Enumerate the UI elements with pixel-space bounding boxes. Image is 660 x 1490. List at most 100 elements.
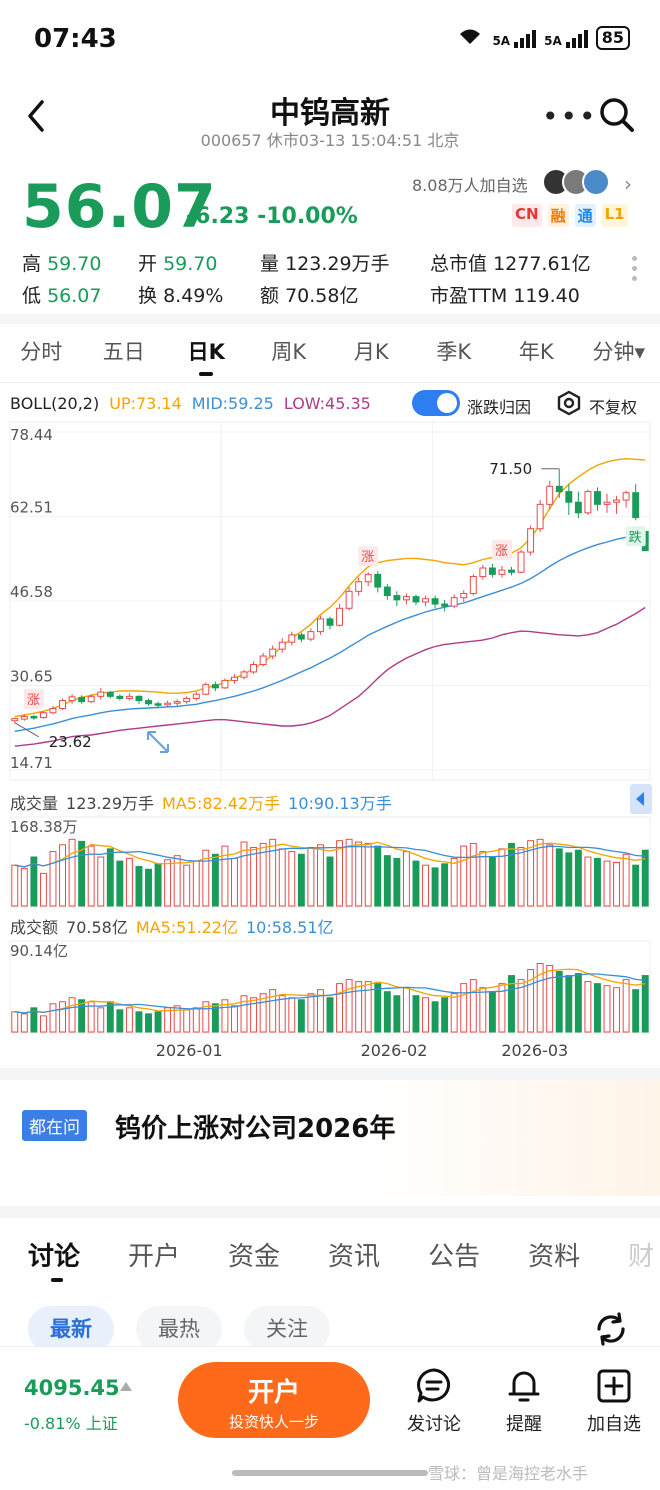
tab-discussion[interactable]: 讨论 <box>28 1242 81 1272</box>
candle-body <box>39 712 47 719</box>
tab-announcements[interactable]: 公告 <box>428 1242 481 1272</box>
candle-body <box>584 491 592 514</box>
x-tick-label: 2026-02 <box>361 1041 428 1060</box>
candle-body <box>536 503 544 530</box>
alert-label: 提醒 <box>506 1414 542 1435</box>
tab-funds[interactable]: 资金 <box>228 1242 281 1272</box>
candle-body <box>307 631 315 640</box>
tab-open-account[interactable]: 开户 <box>128 1242 181 1272</box>
tag-connect: 通 <box>574 204 596 227</box>
volume-bar <box>355 841 363 907</box>
tab-intraday[interactable]: 分时 <box>20 340 63 364</box>
volume-bar <box>250 997 258 1033</box>
candle-body <box>202 684 210 695</box>
boll-lower-line <box>14 606 646 747</box>
open-account-button[interactable]: 开户 投资快人一步 <box>178 1362 370 1438</box>
volume-chart[interactable]: 168.38万 <box>0 816 660 908</box>
filter-following[interactable]: 关注 <box>244 1306 330 1352</box>
search-icon[interactable] <box>598 96 636 134</box>
volume-bar <box>49 1003 57 1033</box>
attribution-toggle[interactable] <box>412 390 460 416</box>
volume-bar <box>87 845 95 907</box>
refresh-icon[interactable] <box>592 1310 630 1348</box>
candle-body <box>422 598 429 603</box>
volume-bar <box>488 991 496 1033</box>
avatar <box>582 168 610 196</box>
volume-bar <box>297 853 305 907</box>
volume-ma5: MA5:82.42万手 <box>162 794 281 813</box>
volume-bar <box>402 851 410 907</box>
tab-news[interactable]: 资讯 <box>328 1242 381 1272</box>
volume-bar <box>221 845 229 907</box>
tab-minute[interactable]: 分钟▾ <box>592 340 646 364</box>
alert-button[interactable]: 提醒 <box>484 1366 564 1436</box>
avatar-group[interactable] <box>542 168 610 196</box>
tab-yearly-k[interactable]: 年K <box>518 340 554 364</box>
filter-latest[interactable]: 最新 <box>28 1306 114 1352</box>
tab-weekly-k[interactable]: 周K <box>271 340 307 364</box>
boll-up-value: UP:73.14 <box>109 394 182 413</box>
index-value[interactable]: 4095.45 <box>24 1376 120 1400</box>
watchers-count[interactable]: 8.08万人加自选 <box>412 176 528 195</box>
rise-attribution-tag: 涨 <box>27 693 40 708</box>
expand-chart-icon[interactable] <box>147 731 169 753</box>
adjust-label[interactable]: 不复权 <box>589 398 638 417</box>
expand-dots-icon[interactable] <box>632 256 638 286</box>
volume-bar <box>374 845 382 907</box>
candle-body <box>211 684 219 689</box>
volume-bar <box>517 846 525 907</box>
volume-bar <box>632 989 640 1033</box>
add-watchlist-button[interactable]: 加自选 <box>574 1366 654 1436</box>
indicator-row[interactable]: BOLL(20,2) UP:73.14 MID:59.25 LOW:45.35 <box>10 394 371 413</box>
tab-monthly-k[interactable]: 月K <box>353 340 389 364</box>
candle-body <box>546 485 554 505</box>
question-banner[interactable] <box>0 1080 660 1196</box>
amount-ma10: 10:58.51亿 <box>245 918 334 937</box>
chevron-right-icon[interactable]: › <box>624 172 632 196</box>
volume-bar <box>546 844 554 907</box>
amount-chart[interactable]: 90.14亿 2026-01 2026-02 2026-03 <box>0 940 660 1064</box>
volume-bar <box>565 852 573 907</box>
amount-label: 成交额 <box>10 918 59 937</box>
y-tick-label: 14.71 <box>10 754 53 772</box>
volume-bar <box>183 1009 191 1033</box>
period-tabs: 分时 五日 日K 周K 月K 季K 年K 分钟▾ <box>0 336 660 372</box>
volume-bar <box>202 849 210 907</box>
volume-bar <box>278 995 286 1033</box>
volume-bar <box>269 989 277 1033</box>
volume-bar <box>297 999 305 1033</box>
candle-body <box>632 492 640 519</box>
volume-bar <box>450 993 458 1033</box>
volume-bar <box>269 838 277 907</box>
tab-finance[interactable]: 财 <box>628 1242 655 1272</box>
tab-underline <box>199 372 213 376</box>
index-change[interactable]: -0.81% 上证 <box>24 1414 118 1433</box>
amount-value: 70.58亿 <box>66 918 128 937</box>
volume-bar <box>613 861 621 907</box>
candle-body <box>30 715 38 719</box>
signal-icon-2: 5A <box>544 28 588 48</box>
candle-body <box>78 696 86 703</box>
back-icon[interactable] <box>22 98 52 134</box>
index-expand-icon[interactable] <box>120 1382 132 1391</box>
candle-body <box>527 528 535 553</box>
volume-bar <box>441 997 449 1033</box>
tab-daily-k[interactable]: 日K <box>187 340 225 364</box>
tab-quarterly-k[interactable]: 季K <box>436 340 472 364</box>
adjust-settings-icon[interactable] <box>556 390 582 416</box>
collapse-arrow-icon[interactable] <box>630 784 652 814</box>
volume-bar <box>422 997 429 1033</box>
home-indicator[interactable] <box>232 1470 428 1476</box>
status-time: 07:43 <box>34 24 117 54</box>
question-text[interactable]: 钨价上涨对公司2026年 <box>115 1114 396 1144</box>
stock-tags: CN 融 通 L1 <box>512 204 628 227</box>
post-discussion-button[interactable]: 发讨论 <box>394 1366 474 1436</box>
filter-hot[interactable]: 最热 <box>136 1306 222 1352</box>
discussion-tabs: 讨论 开户 资金 资讯 公告 资料 财 <box>28 1236 654 1273</box>
tab-5day[interactable]: 五日 <box>102 340 145 364</box>
tab-profile[interactable]: 资料 <box>528 1242 581 1272</box>
more-icon[interactable]: ••• <box>542 100 598 133</box>
attribution-label: 涨跌归因 <box>467 398 532 417</box>
volume-bar <box>555 848 563 907</box>
